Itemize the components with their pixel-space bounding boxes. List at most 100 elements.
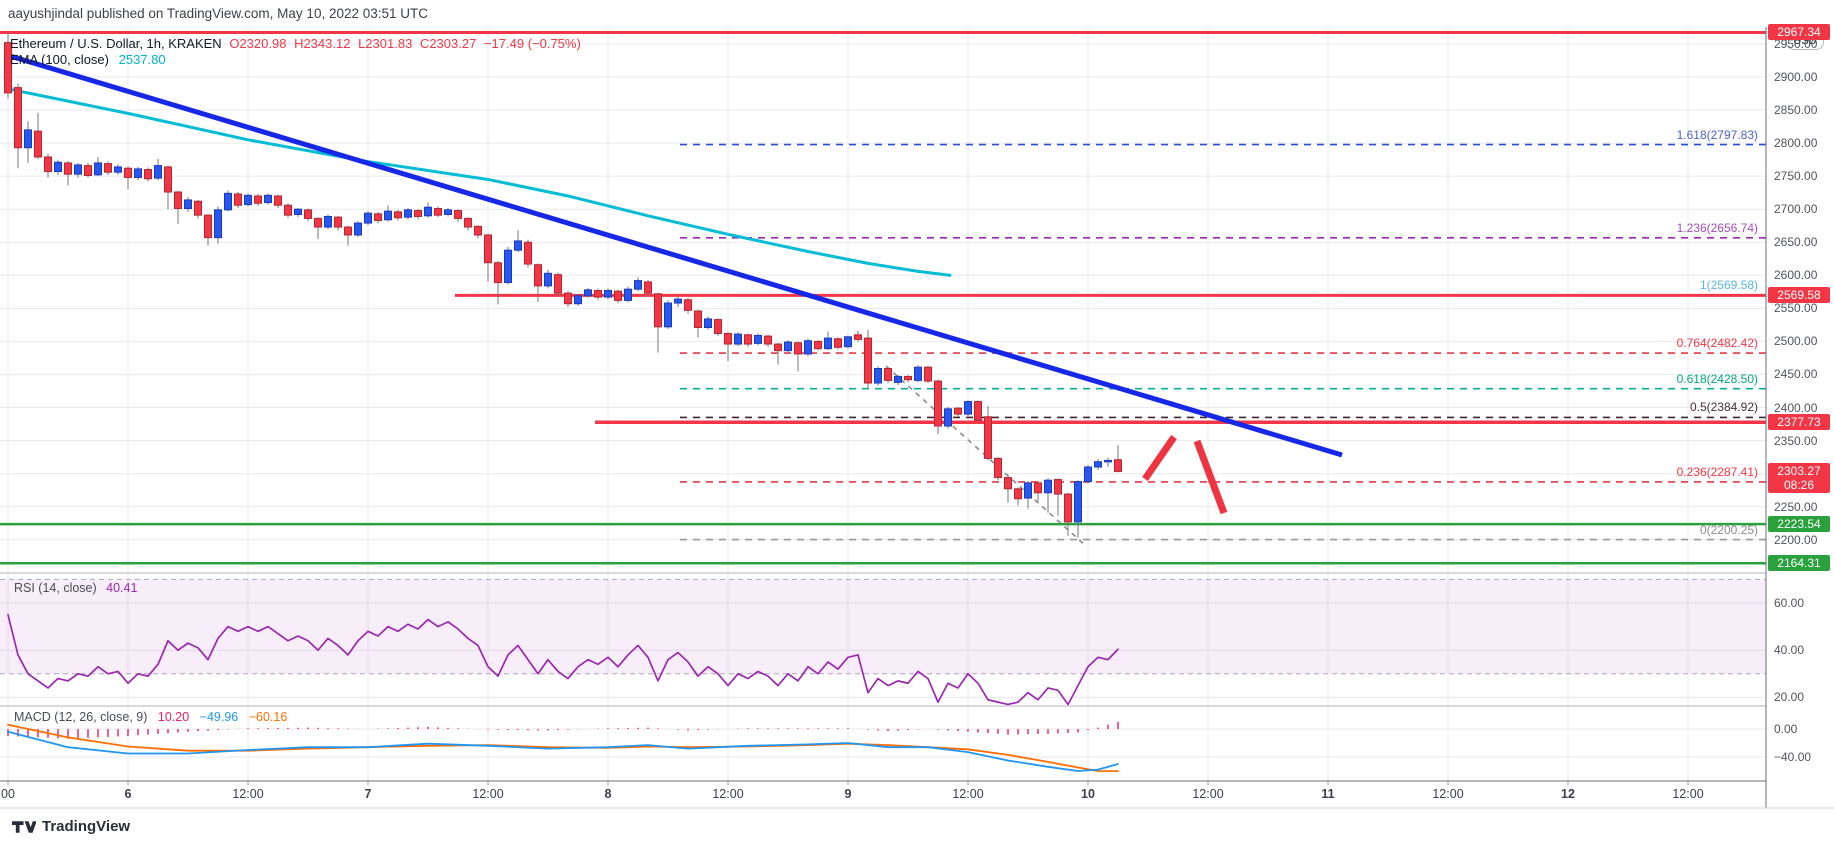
candle-body	[44, 156, 52, 173]
price-axis-tick[interactable]: 2800.00	[1774, 136, 1818, 151]
annotation-arrow	[1193, 439, 1228, 515]
candle-body	[224, 192, 232, 211]
candle-body	[164, 166, 172, 193]
rsi-axis-tick[interactable]: 20.00	[1774, 690, 1805, 705]
candle-body	[1074, 481, 1082, 523]
price-axis-tick[interactable]: 2850.00	[1774, 103, 1818, 118]
rsi-axis-tick[interactable]: 60.00	[1774, 596, 1805, 610]
price-axis-tick[interactable]: 2550.00	[1774, 301, 1818, 316]
candle-body	[604, 290, 612, 298]
candle-body	[194, 200, 202, 216]
candle-body	[584, 289, 592, 297]
price-axis-tick[interactable]: 2250.00	[1774, 499, 1818, 514]
candle-body	[494, 262, 502, 284]
time-axis-tick[interactable]: 7	[364, 787, 372, 801]
ema-legend[interactable]: EMA (100, close) 2537.80	[10, 52, 166, 67]
rsi-axis-tick[interactable]: 40.00	[1774, 643, 1805, 658]
price-badge: 2164.31	[1768, 555, 1830, 572]
candle-countdown: 08:26	[1783, 478, 1815, 493]
candle-body	[214, 209, 222, 239]
price-axis-tick[interactable]: 2750.00	[1774, 169, 1818, 184]
candle-body	[534, 264, 542, 287]
candle-body	[354, 222, 362, 236]
price-axis-tick[interactable]: 2450.00	[1774, 367, 1818, 382]
price-axis-tick[interactable]: 2200.00	[1774, 532, 1818, 547]
time-axis-tick[interactable]: 8	[604, 787, 612, 801]
candle-body	[774, 343, 782, 352]
time-axis-tick[interactable]: 12:00	[472, 787, 504, 801]
macd-line	[7, 730, 1119, 772]
candle-body	[334, 216, 342, 228]
candle-body	[984, 416, 992, 459]
candle-body	[144, 169, 152, 180]
ohlc-high: H2343.12	[294, 36, 351, 51]
time-axis-tick[interactable]: 12:00	[232, 787, 264, 801]
time-axis-tick[interactable]: 11	[1321, 787, 1335, 801]
tradingview-logo-icon	[12, 820, 36, 833]
price-axis-tick[interactable]: 2650.00	[1774, 235, 1818, 250]
candle-body	[204, 214, 212, 239]
candle-body	[74, 164, 82, 175]
time-axis-tick[interactable]: 12:00	[1192, 787, 1224, 801]
price-axis-tick[interactable]: 2700.00	[1774, 202, 1818, 217]
candle-body	[594, 290, 602, 298]
ohlc-low: L2301.83	[358, 36, 413, 51]
candle-body	[304, 209, 312, 219]
macd-axis-tick[interactable]: −40.00	[1774, 750, 1812, 764]
candle-body	[764, 335, 772, 345]
annotation-arrow	[1142, 435, 1177, 481]
candle-body	[254, 195, 262, 204]
tradingview-logo-text: TradingView	[42, 818, 131, 835]
candle-body	[284, 204, 292, 216]
candle-body	[574, 295, 582, 305]
time-axis-tick[interactable]: 12:00	[712, 787, 744, 801]
candle-body	[954, 407, 962, 415]
candle-body	[174, 191, 182, 210]
fib-label: 1.236(2656.74)	[1676, 220, 1758, 235]
symbol-legend[interactable]: Ethereum / U.S. Dollar, 1h, KRAKEN O2320…	[10, 36, 585, 51]
candle-body	[714, 319, 722, 334]
rsi-legend[interactable]: RSI (14, close) 40.41	[14, 581, 137, 595]
candle-body	[1114, 459, 1122, 472]
candle-body	[874, 368, 882, 384]
price-axis-tick[interactable]: 2400.00	[1774, 400, 1818, 415]
symbol-title: Ethereum / U.S. Dollar, 1h, KRAKEN	[10, 36, 222, 51]
candle-body	[414, 210, 422, 217]
time-axis-tick[interactable]: 12:00	[1432, 787, 1464, 801]
candle-body	[884, 368, 892, 381]
time-axis-tick[interactable]: 10	[1081, 787, 1095, 801]
price-axis-tick[interactable]: 2950.00	[1774, 36, 1818, 51]
macd-axis-tick[interactable]: 0.00	[1774, 722, 1798, 736]
candle-body	[754, 334, 762, 344]
candle-body	[934, 380, 942, 427]
candle-body	[724, 332, 732, 345]
price-badge: 2377.73	[1768, 414, 1830, 431]
macd-legend[interactable]: MACD (12, 26, close, 9) 10.20 −49.96 −60…	[14, 710, 287, 724]
price-axis-tick[interactable]: 2350.00	[1774, 433, 1818, 448]
macd-signal-value: −60.16	[248, 710, 288, 724]
time-axis-tick[interactable]: 12:00	[1672, 787, 1704, 801]
candle-body	[524, 241, 532, 265]
price-badge: 2967.34	[1768, 24, 1830, 41]
candle-body	[1034, 482, 1042, 494]
candle-body	[834, 338, 842, 348]
rsi-line	[7, 613, 1119, 706]
candle-body	[914, 366, 922, 381]
ema-label: EMA (100, close)	[10, 52, 109, 67]
candle-body	[804, 340, 812, 355]
time-axis-tick[interactable]: 00	[1, 787, 15, 801]
time-axis-tick[interactable]: 9	[844, 787, 852, 801]
price-axis-tick[interactable]: 2500.00	[1774, 334, 1818, 349]
candle-body	[474, 225, 482, 236]
candle-body	[864, 337, 872, 384]
price-axis-tick[interactable]: 2900.00	[1774, 70, 1818, 84]
price-axis-tick[interactable]: 2600.00	[1774, 268, 1818, 283]
candle-body	[114, 166, 122, 173]
fib-label: 0.618(2428.50)	[1676, 371, 1758, 386]
tradingview-logo[interactable]: TradingView	[12, 818, 130, 835]
candle-body	[504, 249, 512, 284]
time-axis-tick[interactable]: 12	[1561, 787, 1575, 801]
time-axis-tick[interactable]: 6	[124, 787, 132, 801]
time-axis-tick[interactable]: 12:00	[952, 787, 984, 801]
